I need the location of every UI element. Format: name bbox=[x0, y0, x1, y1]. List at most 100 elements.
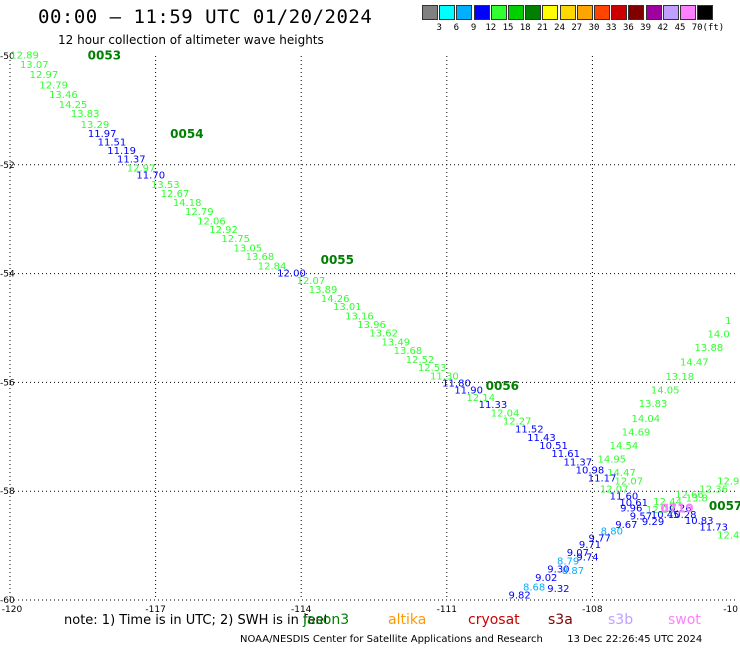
wave-height-value: 12.84 bbox=[258, 261, 287, 272]
legend-label: 18 bbox=[519, 23, 531, 33]
wave-height-value: 13.89 bbox=[309, 285, 338, 296]
legend-label: 3 bbox=[436, 23, 442, 33]
wave-height-value: 10.26 bbox=[663, 504, 692, 515]
legend-swatch bbox=[645, 5, 662, 20]
axis-tick-labels: -50 -52 -54 -56 -58 -60-120 -117 -114 -111 -108 -1… bbox=[0, 52, 738, 615]
satellite-name: jason3 bbox=[303, 612, 350, 628]
wave-height-value: 12.14 bbox=[466, 393, 495, 404]
wave-height-value: 13.29 bbox=[81, 120, 110, 131]
map-grid bbox=[9, 56, 738, 601]
wave-height-value: 13.96 bbox=[357, 320, 386, 331]
wave-height-value: 12.27 bbox=[503, 416, 532, 427]
legend-swatch bbox=[594, 5, 610, 20]
wave-height-value: 11.43 bbox=[527, 433, 556, 444]
legend-label: 33 bbox=[605, 23, 617, 33]
wave-height-value: 13.83 bbox=[639, 399, 668, 410]
lat-tick-label: -58 bbox=[0, 487, 15, 497]
note-text: note: 1) Time is in UTC; 2) SWH is in fe… bbox=[64, 613, 329, 628]
wave-height-value: 14.54 bbox=[610, 441, 639, 452]
wave-height-value: 12.53 bbox=[418, 363, 447, 374]
wave-height-value: 11.37 bbox=[564, 457, 593, 468]
wave-height-value: 11.60 bbox=[610, 492, 639, 503]
wave-height-value: 14.47 bbox=[680, 358, 709, 369]
track: 9.828.689.029.308.799.079.719.778.809.67… bbox=[508, 476, 739, 601]
satellite-name: cryosat bbox=[468, 612, 520, 628]
wave-height-value: 9.71 bbox=[579, 540, 601, 551]
wave-height-value: 14.25 bbox=[59, 100, 88, 111]
wave-height-value: 11.19 bbox=[107, 146, 136, 157]
lon-tick-label: -108 bbox=[582, 605, 603, 615]
wave-height-value: 8.87 bbox=[562, 566, 584, 577]
wave-height-value: 13.07 bbox=[20, 60, 49, 71]
wave-height-value: 8.68 bbox=[523, 582, 545, 593]
wave-height-value: 8.80 bbox=[601, 526, 623, 537]
legend-label: 21 bbox=[536, 23, 548, 33]
wave-height-value: 13.68 bbox=[394, 346, 423, 357]
wave-height-value: 13.46 bbox=[49, 90, 78, 101]
wave-height-value: 12.89 bbox=[10, 50, 39, 61]
wave-height-value: 12.4 bbox=[717, 531, 739, 542]
wave-height-value: 12.44 bbox=[653, 497, 682, 508]
legend-swatch bbox=[473, 5, 490, 20]
wave-height-value: 9.96 bbox=[620, 504, 642, 515]
wave-height-value: 10.61 bbox=[619, 498, 648, 509]
wave-height-value: 11.90 bbox=[454, 385, 483, 396]
wave-height-value: 9.02 bbox=[535, 573, 557, 584]
wave-height-value: 11.37 bbox=[117, 154, 146, 165]
legend-swatch bbox=[422, 5, 438, 20]
track-time-label: 0055 bbox=[321, 253, 354, 267]
legend-swatch bbox=[559, 5, 576, 20]
wave-height-value: 12.79 bbox=[185, 207, 214, 218]
wave-height-value: 14.0 bbox=[707, 329, 729, 340]
wave-height-value: 11.73 bbox=[699, 523, 728, 534]
legend-label: 70 bbox=[691, 23, 703, 33]
wave-height-value: 14.69 bbox=[622, 427, 651, 438]
wave-height-value: 9.07 bbox=[567, 548, 589, 559]
wave-height-value: 12.97 bbox=[30, 70, 59, 81]
wave-height-value: 9.74 bbox=[576, 552, 598, 563]
lat-tick-label: -54 bbox=[0, 270, 15, 280]
wave-height-value: 11.80 bbox=[442, 378, 471, 389]
wave-height-value: 11.52 bbox=[515, 425, 544, 436]
wave-height-value: 12.79 bbox=[39, 80, 68, 91]
wave-height-value: 9.67 bbox=[615, 520, 637, 531]
legend-label: 6 bbox=[453, 23, 460, 33]
legend-label: 27 bbox=[571, 23, 583, 33]
wave-height-value: 14.47 bbox=[607, 468, 636, 479]
wave-height-value: 9.77 bbox=[589, 533, 611, 544]
altimeter-tracks: 12.8913.0712.9712.7913.4614.2513.8313.29… bbox=[10, 50, 739, 601]
track-time-label: 0054 bbox=[170, 127, 203, 141]
wave-height-value: 14.95 bbox=[597, 455, 626, 466]
legend-swatch bbox=[662, 5, 679, 20]
legend-swatch bbox=[542, 5, 559, 20]
legend-label: 9 bbox=[470, 23, 477, 33]
legend-label: 15 bbox=[502, 23, 514, 33]
footer-agency: NOAA/NESDIS Center for Satellite Applica… bbox=[240, 634, 543, 645]
track: 8.879.329.7412.0714.4714.9514.5414.6914.… bbox=[547, 316, 731, 595]
legend-label: 39 bbox=[640, 23, 652, 33]
wave-height-value: 12.67 bbox=[161, 189, 190, 200]
lon-tick-label: -111 bbox=[437, 605, 457, 615]
satellite-name: s3a bbox=[548, 612, 573, 628]
wave-height-value: 13.83 bbox=[71, 109, 100, 120]
lat-tick-label: -50 bbox=[0, 52, 15, 62]
track-time-label: 0057 bbox=[709, 499, 740, 513]
wave-height-value: 9.29 bbox=[642, 517, 664, 528]
wave-height-value: 9.30 bbox=[547, 564, 569, 575]
track-time-labels: 0053 0054 0055 0056 0057 0719 bbox=[88, 48, 740, 515]
legend-label: 45 bbox=[674, 23, 686, 33]
wave-height-value: 11.97 bbox=[88, 129, 117, 140]
wave-height-value: 9.32 bbox=[547, 584, 569, 595]
legend-swatch bbox=[611, 5, 628, 20]
page-title: 00:00 – 11:59 UTC 01/20/2024 bbox=[38, 6, 373, 28]
legend-swatch bbox=[439, 5, 456, 20]
wave-height-value: 10.51 bbox=[539, 441, 568, 452]
satellite-name: altika bbox=[388, 612, 427, 628]
satellite-name: swot bbox=[668, 612, 701, 628]
satellite-name: s3b bbox=[608, 612, 634, 628]
wave-height-value: 12.9 bbox=[717, 476, 739, 487]
legend-label: 30 bbox=[588, 23, 600, 33]
wave-height-value: 14.04 bbox=[631, 414, 660, 425]
wave-height-value: 11.70 bbox=[136, 171, 165, 182]
